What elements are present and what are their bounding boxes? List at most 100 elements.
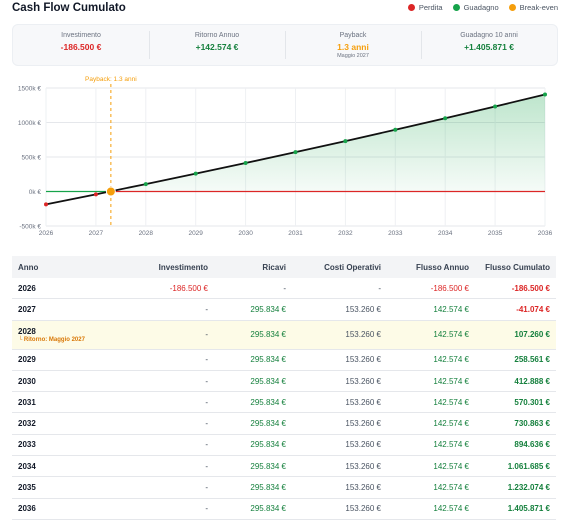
x-tick-label: 2029 bbox=[188, 230, 203, 237]
cell-year: 2032 bbox=[12, 412, 98, 435]
cell-revenue: 295.834 € bbox=[214, 391, 292, 414]
legend-loss-dot bbox=[407, 4, 415, 11]
cell-year: 2036 bbox=[12, 498, 98, 520]
cell-costs: 153.260 € bbox=[292, 434, 387, 457]
table-row: 2036 - 295.834 € 153.260 € 142.574 € 1.4… bbox=[12, 498, 556, 520]
summary-investment-value: -186.500 € bbox=[60, 42, 102, 52]
cell-annual-flow: 142.574 € bbox=[387, 298, 475, 321]
cell-costs: - bbox=[292, 278, 387, 300]
data-point bbox=[243, 161, 248, 166]
cashflow-chart: 1500k € 1000k € 500k € 0k € -500k €2026 2027 2… bbox=[0, 70, 570, 242]
cell-annual-flow: 142.574 € bbox=[387, 498, 475, 520]
col-header-revenue: Ricavi bbox=[214, 256, 292, 278]
x-tick-label: 2036 bbox=[538, 230, 553, 237]
summary-annual-return-value: +142.574 € bbox=[195, 42, 239, 52]
breakeven-label: Payback: 1.3 anni bbox=[85, 76, 137, 83]
chart-header: Cash Flow Cumulato Perdita Guadagno Brea… bbox=[12, 0, 558, 20]
cell-cumulative: 894.636 € bbox=[475, 434, 556, 457]
table-row-payback: 2028 └ Ritorno: Maggio 2027 - 295.834 € … bbox=[12, 320, 556, 350]
cell-revenue: 295.834 € bbox=[214, 298, 292, 321]
cell-cumulative: 1.061.685 € bbox=[475, 455, 556, 478]
cell-annual-flow: 142.574 € bbox=[387, 320, 475, 350]
y-tick-label: 500k € bbox=[21, 155, 41, 162]
cell-costs: 153.260 € bbox=[292, 298, 387, 321]
summary-investment-label: Investimento bbox=[61, 32, 101, 39]
y-tick-label: 1500k € bbox=[18, 86, 42, 93]
cell-cumulative: -186.500 € bbox=[475, 278, 556, 300]
col-header-annual-flow: Flusso Annuo bbox=[387, 256, 475, 278]
cell-annual-flow: 142.574 € bbox=[387, 370, 475, 393]
payback-note: └ Ritorno: Maggio 2027 bbox=[18, 336, 85, 343]
cell-cumulative: 1.405.871 € bbox=[475, 498, 556, 520]
breakeven-point bbox=[105, 186, 116, 197]
data-point bbox=[193, 171, 198, 176]
cell-revenue: 295.834 € bbox=[214, 498, 292, 520]
cell-investment: - bbox=[98, 349, 214, 371]
summary-panel: Investimento -186.500 € Ritorno Annuo +1… bbox=[12, 24, 558, 66]
legend-loss: Perdita bbox=[407, 3, 443, 12]
summary-investment: Investimento -186.500 € bbox=[13, 25, 149, 65]
x-tick-label: 2032 bbox=[338, 230, 353, 237]
cell-costs: 153.260 € bbox=[292, 349, 387, 371]
cell-costs: 153.260 € bbox=[292, 498, 387, 520]
cell-annual-flow: 142.574 € bbox=[387, 455, 475, 478]
cell-costs: 153.260 € bbox=[292, 320, 387, 350]
data-point bbox=[543, 92, 547, 97]
summary-payback: Payback 1.3 anni Maggio 2027 bbox=[285, 25, 421, 65]
cell-investment: - bbox=[98, 412, 214, 435]
summary-gain-label: Guadagno 10 anni bbox=[460, 32, 518, 39]
summary-annual-return: Ritorno Annuo +142.574 € bbox=[149, 25, 285, 65]
data-point bbox=[44, 202, 48, 207]
cell-investment: - bbox=[98, 476, 214, 499]
cell-cumulative: 107.260 € bbox=[475, 320, 556, 350]
cell-investment: - bbox=[98, 391, 214, 414]
summary-gain: Guadagno 10 anni +1.405.871 € bbox=[421, 25, 557, 65]
cell-annual-flow: 142.574 € bbox=[387, 434, 475, 457]
table-row: 2026 -186.500 € - - -186.500 € -186.500 … bbox=[12, 278, 556, 300]
table-row: 2031 - 295.834 € 153.260 € 142.574 € 570… bbox=[12, 391, 556, 414]
cell-year: 2030 bbox=[12, 370, 98, 393]
data-point bbox=[93, 192, 98, 197]
cell-year: 2027 bbox=[12, 298, 98, 321]
chart-areas bbox=[110, 94, 546, 192]
cell-cumulative: 258.561 € bbox=[475, 349, 556, 371]
cell-investment: - bbox=[98, 370, 214, 393]
data-point bbox=[443, 116, 448, 121]
y-tick-label: -500k € bbox=[19, 224, 41, 231]
summary-payback-value: 1.3 anni bbox=[337, 42, 369, 52]
summary-annual-return-label: Ritorno Annuo bbox=[194, 32, 240, 39]
cell-year-value: 2028 bbox=[18, 326, 36, 336]
data-point bbox=[143, 182, 148, 187]
cell-revenue: 295.834 € bbox=[214, 349, 292, 371]
cell-annual-flow: -186.500 € bbox=[387, 278, 475, 300]
cell-investment: -186.500 € bbox=[98, 278, 214, 300]
summary-payback-label: Payback bbox=[339, 32, 367, 39]
legend-gain: Guadagno bbox=[452, 3, 499, 12]
cell-costs: 153.260 € bbox=[292, 476, 387, 499]
cell-investment: - bbox=[98, 434, 214, 457]
legend-gain-label: Guadagno bbox=[463, 3, 499, 12]
cell-cumulative: -41.074 € bbox=[475, 298, 556, 321]
cell-revenue: 295.834 € bbox=[214, 370, 292, 393]
legend-gain-dot bbox=[452, 4, 460, 11]
x-tick-label: 2035 bbox=[488, 230, 503, 237]
cell-revenue: 295.834 € bbox=[214, 476, 292, 499]
legend-breakeven: Break-even bbox=[508, 3, 558, 12]
x-tick-label: 2031 bbox=[288, 230, 303, 237]
cell-investment: - bbox=[98, 455, 214, 478]
cell-costs: 153.260 € bbox=[292, 391, 387, 414]
y-tick-label: 1000k € bbox=[18, 120, 42, 127]
cell-cumulative: 570.301 € bbox=[475, 391, 556, 414]
cell-annual-flow: 142.574 € bbox=[387, 391, 475, 414]
cell-costs: 153.260 € bbox=[292, 412, 387, 435]
page-title: Cash Flow Cumulato bbox=[12, 2, 126, 14]
cell-year: 2026 bbox=[12, 278, 98, 300]
cell-costs: 153.260 € bbox=[292, 455, 387, 478]
table-row: 2035 - 295.834 € 153.260 € 142.574 € 1.2… bbox=[12, 476, 556, 499]
legend-breakeven-dot bbox=[508, 4, 516, 11]
col-header-costs: Costi Operativi bbox=[292, 256, 387, 278]
cell-cumulative: 412.888 € bbox=[475, 370, 556, 393]
cell-revenue: 295.834 € bbox=[214, 320, 292, 350]
table-header-row: Anno Investimento Ricavi Costi Operativi… bbox=[12, 256, 556, 278]
legend: Perdita Guadagno Break-even bbox=[407, 3, 558, 12]
